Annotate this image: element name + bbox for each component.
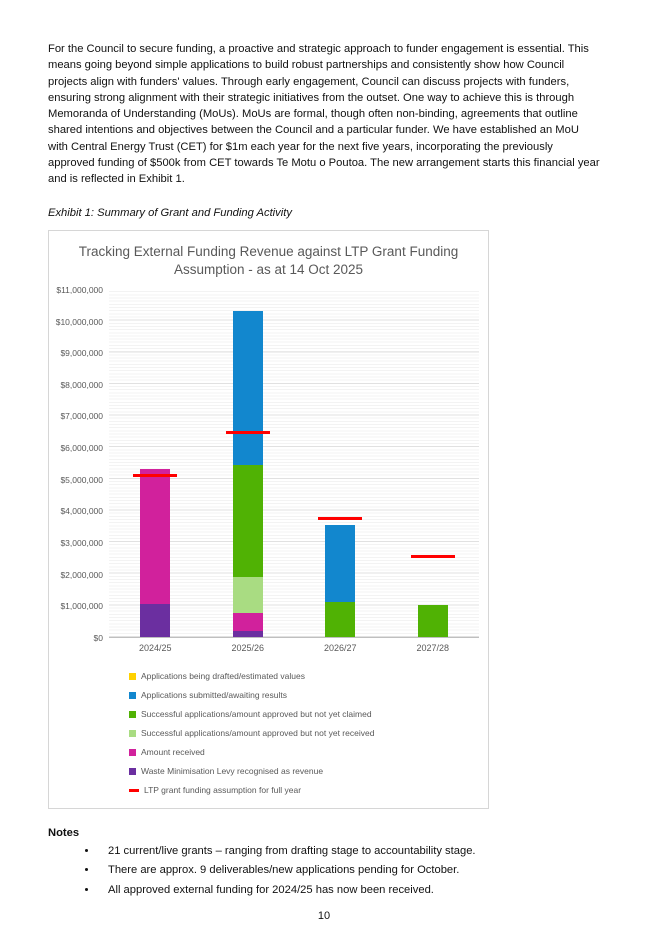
bar-segment [140,603,171,637]
y-axis-label: $7,000,000 [60,411,103,422]
y-axis-label: $4,000,000 [60,506,103,517]
x-axis-label: 2027/28 [416,642,450,653]
legend-label: Successful applications/amount approved … [141,728,375,739]
bar-segment [417,605,448,637]
y-axis-label: $0 [93,632,103,643]
bar-segment [140,469,171,604]
stacked-bar [325,524,356,637]
chart-title: Tracking External Funding Revenue agains… [78,243,459,278]
bar-segment [232,576,263,614]
legend-label: Applications submitted/awaiting results [141,690,287,701]
legend-item: Successful applications/amount approved … [129,705,488,724]
plot-wrap: $0 $1,000,000 $2,000,000 $3,000,000 $4,000,0… [49,285,488,653]
y-axis-label: $11,000,000 [56,284,103,295]
bar-column [387,290,480,637]
ltp-assumption-line [133,474,178,478]
bar-column [202,290,295,637]
note-item: All approved external funding for 2024/2… [98,881,600,901]
legend-item: Applications submitted/awaiting results [129,686,488,705]
legend-swatch [129,767,136,775]
legend-item: LTP grant funding assumption for full ye… [129,781,488,800]
legend-item: Waste Minimisation Levy recognised as re… [129,762,488,781]
legend-swatch [129,748,136,756]
y-axis: $0 $1,000,000 $2,000,000 $3,000,000 $4,000,0… [49,285,109,643]
bar-segment [325,602,356,637]
y-axis-label: $8,000,000 [60,379,103,390]
note-item: 21 current/live grants – ranging from dr… [98,842,600,862]
note-item: There are approx. 9 deliverables/new app… [98,861,600,881]
legend-label: Amount received [141,747,205,758]
x-axis: 2024/25 2025/26 2026/27 2027/28 [109,638,479,653]
y-axis-label: $2,000,000 [60,569,103,580]
legend-label: Applications being drafted/estimated val… [141,671,305,682]
ltp-assumption-line [410,554,455,558]
y-axis-label: $10,000,000 [55,316,103,327]
x-axis-label: 2026/27 [323,642,357,653]
x-axis-label: 2024/25 [138,642,172,653]
notes-list: 21 current/live grants – ranging from dr… [48,842,600,901]
plot-area [109,289,480,638]
bar-segment [232,613,263,631]
bar-segment [232,311,263,465]
bar-column [294,290,387,637]
funding-chart: Tracking External Funding Revenue agains… [48,229,489,809]
legend-item: Applications being drafted/estimated val… [129,667,488,686]
legend-item: Successful applications/amount approved … [129,724,488,743]
legend-dash-marker [129,788,139,792]
stacked-bar [232,311,263,637]
legend-swatch [129,710,136,718]
notes-section: Notes 21 current/live grants – ranging f… [48,827,600,901]
bar-segment [325,524,356,603]
page-number: 10 [317,910,331,923]
legend-label: LTP grant funding assumption for full ye… [144,785,302,796]
plot-column: 2024/25 2025/26 2026/27 2027/28 [109,289,480,653]
y-axis-label: $1,000,000 [60,601,103,612]
legend-label: Successful applications/amount approved … [141,709,372,720]
legend-swatch [129,672,136,680]
stacked-bar [417,605,448,637]
legend-item: Amount received [129,743,488,762]
bar-column [109,290,202,637]
exhibit-caption: Exhibit 1: Summary of Grant and Funding … [48,206,292,219]
bar-segment [232,464,263,577]
y-axis-label: $9,000,000 [60,348,103,359]
y-axis-label: $3,000,000 [60,538,103,549]
notes-heading: Notes [48,826,80,839]
ltp-assumption-line [318,516,363,520]
chart-legend: Applications being drafted/estimated val… [129,667,488,800]
x-axis-label: 2025/26 [231,642,265,653]
bar-segment [232,630,263,637]
stacked-bar [140,469,171,637]
y-axis-label: $5,000,000 [60,474,103,485]
ltp-assumption-line [225,431,270,435]
intro-paragraph: For the Council to secure funding, a pro… [48,43,600,186]
legend-label: Waste Minimisation Levy recognised as re… [141,766,324,777]
legend-swatch [129,691,136,699]
legend-swatch [129,729,136,737]
y-axis-label: $6,000,000 [60,443,103,454]
